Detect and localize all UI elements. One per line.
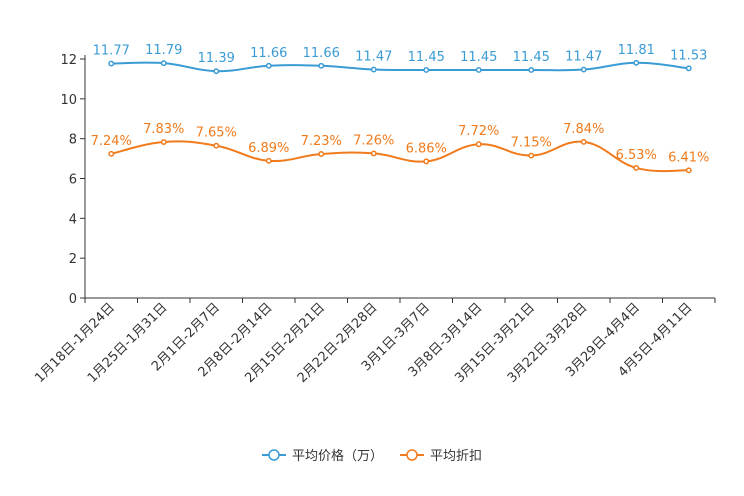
data-point[interactable] bbox=[528, 67, 535, 73]
y-tick-label: 4 bbox=[69, 212, 77, 227]
data-label: 7.23% bbox=[301, 134, 342, 149]
data-label: 11.45 bbox=[513, 50, 550, 65]
data-label: 11.53 bbox=[670, 48, 707, 63]
data-point[interactable] bbox=[370, 150, 377, 157]
data-label: 11.66 bbox=[250, 46, 287, 61]
legend-marker bbox=[406, 449, 418, 461]
series-line-1 bbox=[111, 61, 689, 73]
y-tick-label: 10 bbox=[60, 93, 77, 108]
legend-label: 平均折扣 bbox=[430, 449, 482, 464]
data-point[interactable] bbox=[370, 66, 377, 73]
data-point[interactable] bbox=[108, 150, 115, 157]
data-label: 6.86% bbox=[406, 141, 447, 156]
y-tick-label: 6 bbox=[69, 173, 77, 188]
data-label: 7.26% bbox=[353, 133, 394, 148]
legend-item-2[interactable]: 平均折扣 bbox=[400, 449, 482, 464]
data-point[interactable] bbox=[160, 139, 167, 146]
data-point[interactable] bbox=[108, 60, 115, 67]
y-tick-label: 0 bbox=[69, 292, 77, 307]
data-point[interactable] bbox=[423, 67, 430, 73]
chart-axes: 0246810121月18日-1月24日1月25日-1月31日2月1日-2月7日… bbox=[32, 53, 716, 386]
data-point[interactable] bbox=[475, 141, 482, 148]
data-label: 11.39 bbox=[198, 51, 235, 66]
data-label: 6.53% bbox=[616, 148, 657, 163]
data-point[interactable] bbox=[633, 164, 640, 171]
data-point[interactable] bbox=[423, 158, 430, 165]
data-label: 11.79 bbox=[145, 43, 182, 58]
series-line-2 bbox=[111, 140, 689, 173]
data-label: 7.65% bbox=[196, 126, 237, 141]
data-label: 7.15% bbox=[511, 136, 552, 151]
chart-series-layer bbox=[108, 59, 692, 174]
y-tick-label: 8 bbox=[69, 133, 77, 148]
data-label: 11.77 bbox=[93, 44, 130, 59]
data-point[interactable] bbox=[213, 142, 220, 149]
data-point[interactable] bbox=[265, 157, 272, 164]
legend-item-1[interactable]: 平均价格（万） bbox=[262, 448, 383, 464]
data-point[interactable] bbox=[265, 62, 272, 69]
legend-label: 平均价格（万） bbox=[292, 448, 383, 464]
data-label: 7.24% bbox=[91, 134, 132, 149]
data-label: 11.45 bbox=[408, 50, 445, 65]
data-label: 11.66 bbox=[303, 46, 340, 61]
data-point[interactable] bbox=[633, 59, 640, 66]
data-point[interactable] bbox=[685, 65, 692, 72]
chart-legend[interactable]: 平均价格（万） 平均折扣 bbox=[262, 448, 482, 464]
data-point[interactable] bbox=[213, 68, 220, 75]
data-label: 11.81 bbox=[618, 43, 655, 58]
y-tick-label: 2 bbox=[69, 252, 77, 267]
data-point[interactable] bbox=[160, 60, 167, 67]
data-point[interactable] bbox=[580, 66, 587, 73]
data-label: 11.47 bbox=[565, 50, 602, 65]
chart-data-labels: 11.77 11.79 11.39 11.66 11.66 11.47 11.45 11.45… bbox=[91, 43, 710, 166]
legend-marker bbox=[268, 449, 280, 461]
data-label: 7.83% bbox=[143, 122, 184, 137]
y-tick-label: 12 bbox=[60, 53, 77, 68]
data-label: 7.72% bbox=[458, 124, 499, 139]
data-label: 7.84% bbox=[563, 122, 604, 137]
data-label: 6.41% bbox=[668, 150, 709, 165]
data-label: 11.47 bbox=[355, 50, 392, 65]
data-point[interactable] bbox=[318, 151, 325, 157]
data-point[interactable] bbox=[580, 138, 587, 145]
data-point[interactable] bbox=[685, 167, 692, 174]
data-label: 11.45 bbox=[460, 50, 497, 65]
data-label: 6.89% bbox=[248, 141, 289, 156]
data-point[interactable] bbox=[528, 152, 535, 159]
data-point[interactable] bbox=[318, 62, 325, 69]
data-point[interactable] bbox=[475, 67, 482, 73]
